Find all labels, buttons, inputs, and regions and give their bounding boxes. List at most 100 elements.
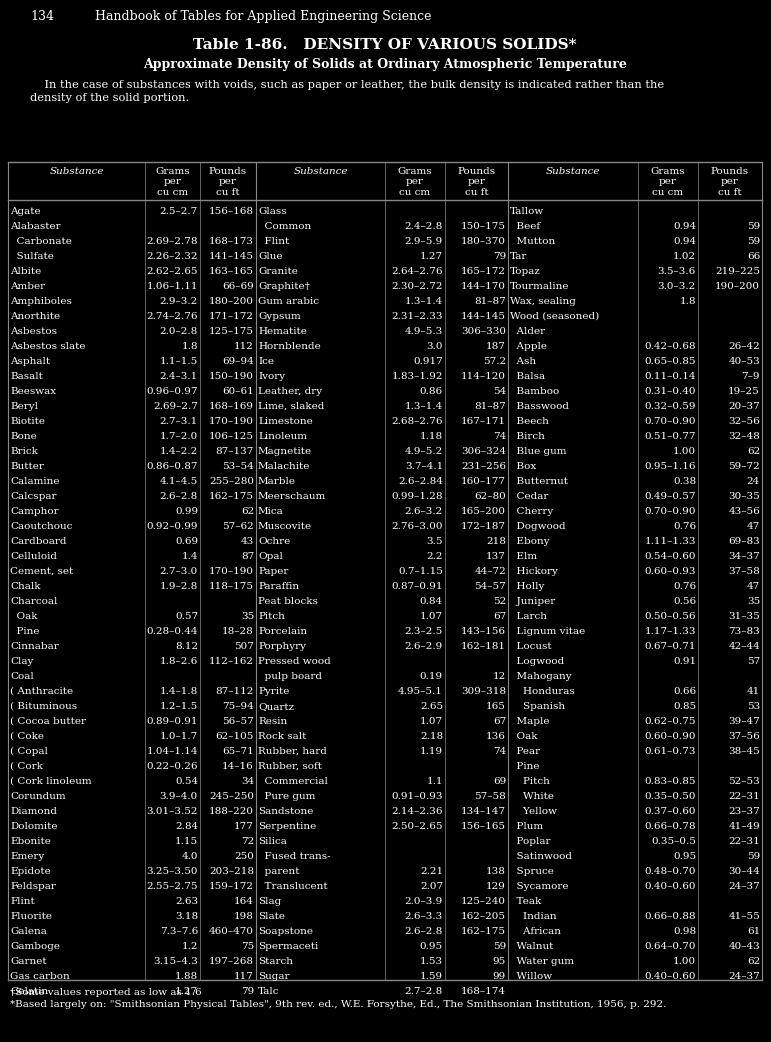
Text: 4.0: 4.0 xyxy=(181,852,198,861)
Text: 1.2–1.5: 1.2–1.5 xyxy=(160,702,198,711)
Text: Pure gum: Pure gum xyxy=(258,792,315,801)
Text: 1.11–1.33: 1.11–1.33 xyxy=(645,537,696,546)
Text: 1.27: 1.27 xyxy=(175,987,198,996)
Text: Sulfate: Sulfate xyxy=(10,252,54,260)
Text: 1.3–1.4: 1.3–1.4 xyxy=(405,402,443,411)
Text: 95: 95 xyxy=(493,957,506,966)
Text: Logwood: Logwood xyxy=(510,658,564,666)
Text: Tallow: Tallow xyxy=(510,207,544,216)
Text: Pounds
per
cu ft: Pounds per cu ft xyxy=(457,167,496,197)
Text: 162–181: 162–181 xyxy=(461,642,506,651)
Text: 134: 134 xyxy=(30,10,54,23)
Text: Charcoal: Charcoal xyxy=(10,597,57,606)
Text: 0.35–0.50: 0.35–0.50 xyxy=(645,792,696,801)
Text: Fused trans-: Fused trans- xyxy=(258,852,331,861)
Text: 112–162: 112–162 xyxy=(209,658,254,666)
Text: Rock salt: Rock salt xyxy=(258,731,306,741)
Text: ( Coke: ( Coke xyxy=(10,731,44,741)
Text: 1.4–1.8: 1.4–1.8 xyxy=(160,687,198,696)
Text: 43–56: 43–56 xyxy=(729,507,760,516)
Text: †Some values reported as low as 1.6: †Some values reported as low as 1.6 xyxy=(10,988,202,997)
Text: 0.28–0.44: 0.28–0.44 xyxy=(146,627,198,636)
Text: 0.70–0.90: 0.70–0.90 xyxy=(645,507,696,516)
Text: 197–268: 197–268 xyxy=(209,957,254,966)
Text: 22–31: 22–31 xyxy=(729,792,760,801)
Text: 0.66–0.88: 0.66–0.88 xyxy=(645,912,696,921)
Text: Corundum: Corundum xyxy=(10,792,66,801)
Text: 87: 87 xyxy=(241,552,254,561)
Text: 22–31: 22–31 xyxy=(729,837,760,846)
Text: Paraffin: Paraffin xyxy=(258,582,299,591)
Text: 1.02: 1.02 xyxy=(673,252,696,260)
Text: Grams
per
cu cm: Grams per cu cm xyxy=(155,167,190,197)
Text: Basswood: Basswood xyxy=(510,402,569,411)
Text: 2.7–3.1: 2.7–3.1 xyxy=(160,417,198,426)
Text: Rubber, soft: Rubber, soft xyxy=(258,762,322,771)
Text: 60–61: 60–61 xyxy=(222,387,254,396)
Text: 187: 187 xyxy=(487,342,506,351)
Text: 57–62: 57–62 xyxy=(222,522,254,531)
Text: parent: parent xyxy=(258,867,299,876)
Text: 32–56: 32–56 xyxy=(729,417,760,426)
Text: Beef: Beef xyxy=(510,222,540,231)
Text: Hornblende: Hornblende xyxy=(258,342,321,351)
Text: White: White xyxy=(510,792,554,801)
Text: 167–171: 167–171 xyxy=(461,417,506,426)
Text: Limestone: Limestone xyxy=(258,417,313,426)
Text: 0.84: 0.84 xyxy=(420,597,443,606)
Text: 1.07: 1.07 xyxy=(420,717,443,726)
Text: Handbook of Tables for Applied Engineering Science: Handbook of Tables for Applied Engineeri… xyxy=(95,10,432,23)
Text: Meerschaum: Meerschaum xyxy=(258,492,326,501)
Text: 41–49: 41–49 xyxy=(729,822,760,832)
Text: Glue: Glue xyxy=(258,252,282,260)
Text: 3.15–4.3: 3.15–4.3 xyxy=(153,957,198,966)
Text: 255–280: 255–280 xyxy=(209,477,254,486)
Text: Pitch: Pitch xyxy=(510,777,550,786)
Text: 2.6–3.2: 2.6–3.2 xyxy=(405,507,443,516)
Text: 162–175: 162–175 xyxy=(461,927,506,936)
Text: Water gum: Water gum xyxy=(510,957,574,966)
Text: Rubber, hard: Rubber, hard xyxy=(258,747,327,756)
Text: 34–37: 34–37 xyxy=(729,552,760,561)
Text: 0.62–0.75: 0.62–0.75 xyxy=(645,717,696,726)
Text: Calamine: Calamine xyxy=(10,477,59,486)
Text: 4.1–4.5: 4.1–4.5 xyxy=(160,477,198,486)
Text: Cardboard: Cardboard xyxy=(10,537,66,546)
Text: 0.85: 0.85 xyxy=(673,702,696,711)
Text: Substance: Substance xyxy=(49,167,104,176)
Text: Malachite: Malachite xyxy=(258,462,311,471)
Text: Granite: Granite xyxy=(258,267,298,276)
Text: Butter: Butter xyxy=(10,462,44,471)
Text: 18–28: 18–28 xyxy=(222,627,254,636)
Text: Silica: Silica xyxy=(258,837,287,846)
Text: 163–165: 163–165 xyxy=(209,267,254,276)
Text: Basalt: Basalt xyxy=(10,372,43,381)
Text: 3.5–3.6: 3.5–3.6 xyxy=(658,267,696,276)
Text: 2.3–2.5: 2.3–2.5 xyxy=(405,627,443,636)
Text: Galena: Galena xyxy=(10,927,47,936)
Text: 2.9–3.2: 2.9–3.2 xyxy=(160,297,198,306)
Text: 2.7–3.0: 2.7–3.0 xyxy=(160,567,198,576)
Text: 0.95–1.16: 0.95–1.16 xyxy=(645,462,696,471)
Text: 150–175: 150–175 xyxy=(461,222,506,231)
Text: 40–43: 40–43 xyxy=(729,942,760,951)
Text: 0.65–0.85: 0.65–0.85 xyxy=(645,357,696,366)
Text: 156–168: 156–168 xyxy=(209,207,254,216)
Text: 24–37: 24–37 xyxy=(729,972,760,981)
Text: 2.14–2.36: 2.14–2.36 xyxy=(392,807,443,816)
Text: Ivory: Ivory xyxy=(258,372,285,381)
Text: 65–71: 65–71 xyxy=(222,747,254,756)
Text: Sandstone: Sandstone xyxy=(258,807,313,816)
Text: Mica: Mica xyxy=(258,507,284,516)
Text: 0.19: 0.19 xyxy=(420,672,443,681)
Text: 144–145: 144–145 xyxy=(461,312,506,321)
Text: 1.04–1.14: 1.04–1.14 xyxy=(146,747,198,756)
Text: 1.7–2.0: 1.7–2.0 xyxy=(160,432,198,441)
Text: 0.37–0.60: 0.37–0.60 xyxy=(645,807,696,816)
Text: 42–44: 42–44 xyxy=(729,642,760,651)
Text: 171–172: 171–172 xyxy=(209,312,254,321)
Text: 172–187: 172–187 xyxy=(461,522,506,531)
Text: 1.2: 1.2 xyxy=(181,942,198,951)
Text: 53: 53 xyxy=(747,702,760,711)
Text: 74: 74 xyxy=(493,432,506,441)
